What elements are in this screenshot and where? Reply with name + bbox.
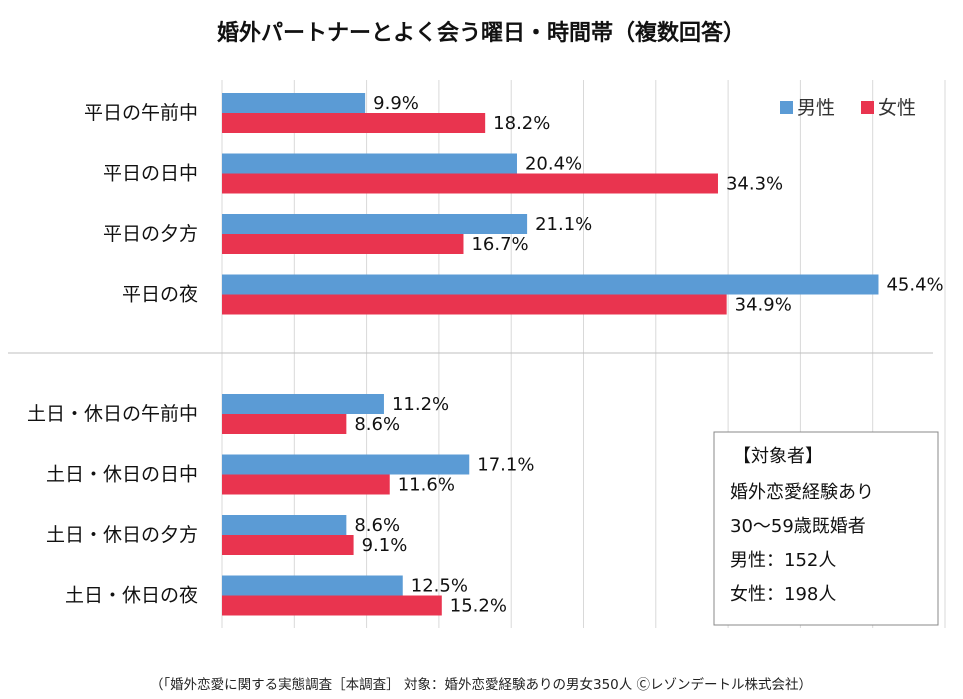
bar-male: [222, 515, 347, 535]
bar-male: [222, 153, 517, 174]
data-label-male: 21.1%: [535, 214, 592, 235]
labels: 平日の午前中 9.9% 18.2% 平日の日中 20.4% 34.3% 平日の夕方 21.1%…: [27, 93, 944, 617]
data-label-male: 20.4%: [525, 154, 582, 175]
bar-male: [222, 394, 384, 414]
category-label: 平日の午前中: [84, 102, 198, 124]
bars: [222, 93, 879, 616]
bar-male: [222, 454, 470, 475]
info-line-age: 30～59歳既婚者: [730, 516, 866, 537]
category-label: 土日・休日の夕方: [46, 524, 198, 546]
category-label: 平日の夜: [122, 284, 198, 306]
bar-male: [222, 214, 528, 234]
legend-swatch-male: [780, 101, 793, 114]
footer-source-note: （「婚外恋愛に関する実態調査［本調査］ 対象：婚外恋愛経験ありの男女350人 Ⓒ…: [150, 676, 812, 693]
legend-label-male: 男性: [797, 97, 835, 119]
data-label-male: 9.9%: [373, 93, 419, 114]
bar-male: [222, 93, 366, 113]
bar-female: [222, 595, 442, 616]
category-label: 土日・休日の午前中: [27, 403, 198, 425]
data-label-female: 16.7%: [471, 234, 528, 255]
category-label: 平日の日中: [103, 163, 198, 185]
data-label-female: 8.6%: [354, 414, 400, 435]
info-line-experience: 婚外恋愛経験あり: [730, 481, 874, 503]
data-label-male: 8.6%: [354, 515, 400, 536]
info-box-frame: [713, 431, 939, 626]
data-label-female: 9.1%: [362, 535, 408, 556]
chart-title: 婚外パートナーとよく会う曜日・時間帯（複数回答）: [217, 20, 745, 46]
bar-female: [222, 474, 390, 495]
legend-swatch-female: [861, 101, 874, 114]
bar-female: [222, 173, 718, 194]
target-info-box: 【対象者】 婚外恋愛経験あり 30～59歳既婚者 男性：152人 女性：198人: [713, 431, 939, 626]
info-line-heading: 【対象者】: [733, 446, 823, 467]
info-line-female-count: 女性：198人: [730, 584, 836, 605]
legend: 男性 女性: [780, 97, 916, 119]
data-label-female: 34.3%: [726, 174, 783, 195]
bar-female: [222, 535, 354, 555]
data-label-male: 17.1%: [477, 455, 534, 476]
category-label: 平日の夕方: [103, 223, 198, 245]
category-label: 土日・休日の夜: [65, 585, 198, 607]
data-label-male: 11.2%: [392, 394, 449, 415]
data-label-male: 12.5%: [411, 576, 468, 597]
legend-label-female: 女性: [878, 97, 916, 119]
bar-female: [222, 234, 464, 254]
bar-male: [222, 274, 879, 295]
info-line-male-count: 男性：152人: [730, 550, 836, 571]
data-label-female: 18.2%: [493, 113, 550, 134]
bar-female: [222, 414, 347, 434]
data-label-female: 11.6%: [398, 475, 455, 496]
bar-female: [222, 113, 486, 133]
data-label-female: 15.2%: [450, 596, 507, 617]
data-label-male: 45.4%: [886, 275, 943, 296]
data-label-female: 34.9%: [735, 295, 792, 316]
bar-male: [222, 575, 403, 596]
bar-female: [222, 294, 727, 315]
category-label: 土日・休日の日中: [46, 464, 198, 486]
